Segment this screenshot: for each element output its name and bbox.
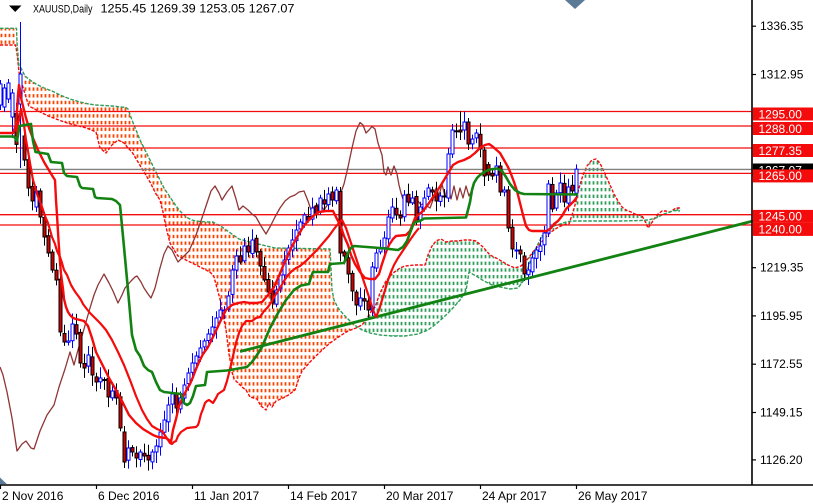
svg-text:2 Nov 2016: 2 Nov 2016	[2, 489, 64, 503]
svg-text:1265.00: 1265.00	[759, 169, 803, 183]
svg-text:20 Mar 2017: 20 Mar 2017	[386, 489, 454, 503]
svg-text:24 Apr 2017: 24 Apr 2017	[482, 489, 547, 503]
svg-text:11 Jan 2017: 11 Jan 2017	[194, 489, 259, 503]
svg-text:1277.35: 1277.35	[759, 144, 803, 158]
svg-text:XAUUSD,Daily: XAUUSD,Daily	[33, 4, 93, 16]
svg-text:26 May 2017: 26 May 2017	[578, 489, 648, 503]
svg-text:1336.35: 1336.35	[760, 19, 804, 33]
svg-text:1295.00: 1295.00	[759, 107, 803, 121]
svg-text:6 Dec 2016: 6 Dec 2016	[98, 489, 160, 503]
svg-text:1255.45 1269.39 1253.05 1267.0: 1255.45 1269.39 1253.05 1267.07	[101, 4, 295, 16]
svg-text:1245.00: 1245.00	[759, 210, 803, 224]
svg-text:1312.95: 1312.95	[760, 68, 804, 82]
svg-text:1172.55: 1172.55	[760, 357, 803, 371]
svg-text:1149.15: 1149.15	[760, 406, 803, 420]
svg-text:1240.00: 1240.00	[759, 223, 803, 237]
svg-text:1195.95: 1195.95	[760, 309, 803, 323]
svg-text:1288.00: 1288.00	[759, 122, 803, 136]
svg-text:1219.35: 1219.35	[760, 261, 804, 275]
svg-text:1126.20: 1126.20	[760, 453, 803, 467]
svg-text:14 Feb 2017: 14 Feb 2017	[290, 489, 358, 503]
